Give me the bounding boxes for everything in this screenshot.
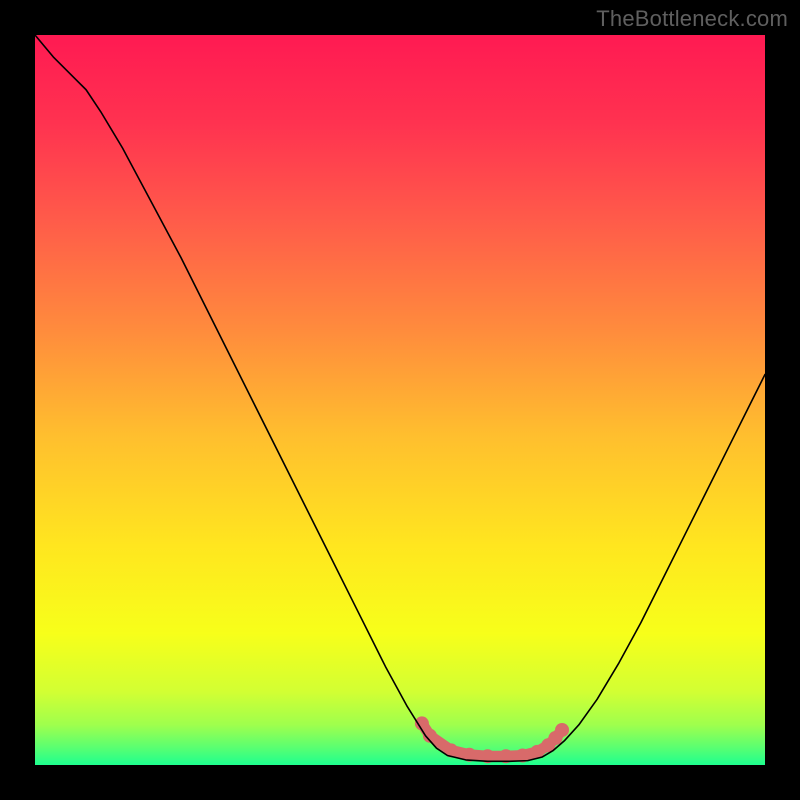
marker-dot — [555, 723, 569, 737]
chart-stage: TheBottleneck.com — [0, 0, 800, 800]
plot-area-group — [35, 35, 765, 765]
plot-background — [35, 35, 765, 765]
bottleneck-chart — [0, 0, 800, 800]
